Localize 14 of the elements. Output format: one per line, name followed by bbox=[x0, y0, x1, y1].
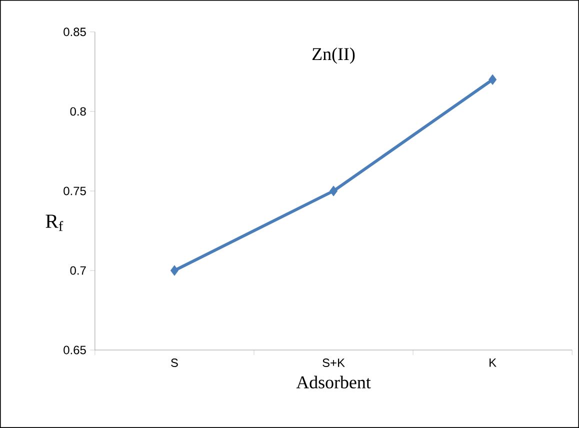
y-tick-label: 0.85 bbox=[64, 28, 86, 36]
x-axis-title: Adsorbent bbox=[296, 376, 371, 388]
y-axis-title: R$_{f}$ bbox=[46, 214, 64, 231]
y-tick-label: 0.75 bbox=[64, 186, 86, 196]
y-tick-label: 0.7 bbox=[70, 266, 86, 275]
point bbox=[170, 265, 178, 276]
x-tick-label: S bbox=[171, 358, 178, 368]
x-tick-label: S+K bbox=[322, 358, 345, 368]
text: Zn(II) bbox=[312, 48, 355, 64]
point bbox=[488, 74, 497, 85]
point bbox=[330, 186, 338, 196]
y-tick-label: 0.8 bbox=[70, 107, 86, 116]
y-tick-label: 0.65 bbox=[64, 346, 86, 354]
x-tick-label: K bbox=[490, 358, 496, 367]
